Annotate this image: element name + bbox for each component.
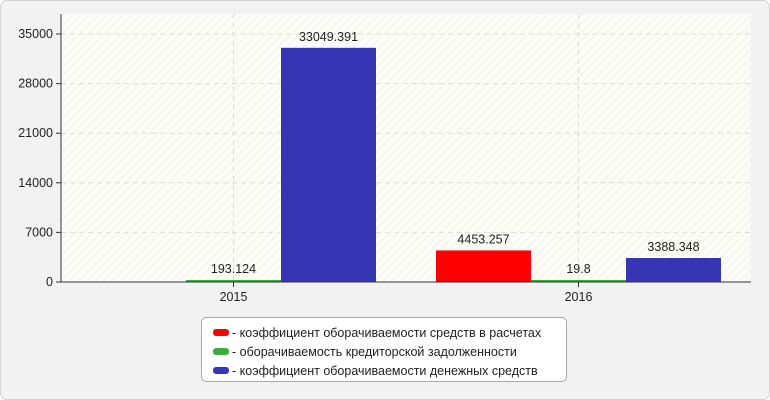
x-tick-label: 2016 xyxy=(565,290,593,304)
data-labels: 193.124 33049.391 4453.257 19.8 3388.348 xyxy=(211,30,700,276)
bar xyxy=(626,257,721,282)
data-label: 33049.391 xyxy=(299,30,358,44)
bar xyxy=(281,47,376,282)
legend: - коэффициент оборачиваемости средств в … xyxy=(201,317,567,382)
data-label: 19.8 xyxy=(566,262,590,276)
legend-label: - оборачиваемость кредиторской задолженн… xyxy=(232,344,517,359)
legend-item-0: - коэффициент оборачиваемости средств в … xyxy=(213,323,566,342)
bar xyxy=(531,280,626,282)
y-tick-label: 14000 xyxy=(18,176,53,190)
y-tick-label: 21000 xyxy=(18,126,53,140)
legend-label: - коэффициент оборачиваемости денежных с… xyxy=(232,363,538,378)
gridlines xyxy=(61,14,751,282)
bar xyxy=(186,280,281,282)
y-tick-label: 35000 xyxy=(18,27,53,41)
data-label: 193.124 xyxy=(211,262,256,276)
data-label: 3388.348 xyxy=(647,240,699,254)
axes: 0 7000 14000 21000 28000 35000 2015 2016 xyxy=(18,14,751,304)
plot-area xyxy=(61,14,751,282)
legend-swatch-blue xyxy=(213,367,229,374)
legend-swatch-green xyxy=(213,348,229,355)
legend-item-2: - коэффициент оборачиваемости денежных с… xyxy=(213,361,566,380)
y-tick-label: 0 xyxy=(46,275,53,289)
y-tick-label: 7000 xyxy=(25,225,53,239)
legend-swatch-red xyxy=(213,329,229,336)
data-label: 4453.257 xyxy=(457,232,509,246)
bar xyxy=(436,250,531,282)
legend-label: - коэффициент оборачиваемости средств в … xyxy=(232,325,542,340)
bars xyxy=(186,47,721,282)
y-tick-label: 28000 xyxy=(18,77,53,91)
legend-item-1: - оборачиваемость кредиторской задолженн… xyxy=(213,342,566,361)
x-tick-label: 2015 xyxy=(220,290,248,304)
